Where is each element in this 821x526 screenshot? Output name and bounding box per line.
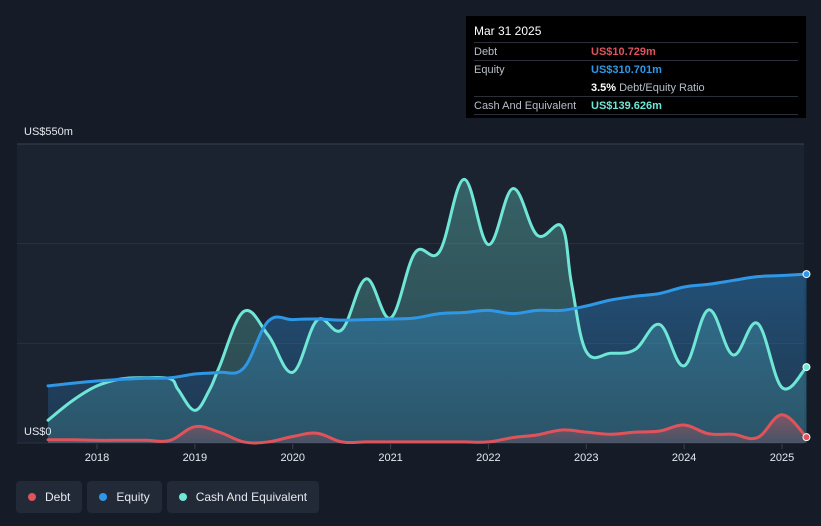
- tooltip-value-ratio: 3.5%: [591, 81, 617, 94]
- x-tick-label: 2021: [378, 452, 402, 464]
- x-axis: 2018 2019 2020 2021 2022 2023 2024 2025: [85, 444, 794, 464]
- legend-item-debt[interactable]: Debt: [16, 481, 83, 513]
- tooltip-label: Debt: [474, 45, 498, 58]
- equity-dot-icon: [99, 493, 108, 501]
- legend-label: Debt: [45, 490, 71, 504]
- tooltip-row-cash: Cash And Equivalent US$139.626m: [474, 96, 798, 115]
- debt-line: [46, 413, 808, 445]
- debt-dot-icon: [28, 493, 36, 501]
- tooltip-value-equity: US$310.701m: [591, 63, 662, 76]
- series-areas: [48, 179, 807, 443]
- x-tick-label: 2023: [574, 452, 598, 464]
- y-axis-bottom-label: US$0: [24, 426, 52, 438]
- debt-area: [48, 414, 807, 443]
- equity-line: [46, 272, 808, 388]
- series-endpoints: [802, 270, 811, 442]
- tooltip-panel: Mar 31 2025 Debt US$10.729m Equity US$31…: [466, 16, 806, 118]
- equity-endpoint: [802, 270, 811, 279]
- tooltip-row-ratio: 3.5% Debt/Equity Ratio: [474, 78, 798, 96]
- tooltip-label: Equity: [474, 63, 505, 76]
- tooltip-date: Mar 31 2025: [474, 24, 542, 38]
- legend-item-equity[interactable]: Equity: [87, 481, 162, 513]
- cash-endpoint: [802, 363, 811, 372]
- tooltip-row-debt: Debt US$10.729m: [474, 42, 798, 60]
- legend: Debt Equity Cash And Equivalent: [16, 481, 320, 513]
- x-tick-label: 2020: [280, 452, 304, 464]
- tooltip-ratio-suffix: Debt/Equity Ratio: [619, 81, 705, 94]
- series-lines: [46, 177, 808, 445]
- legend-item-cash[interactable]: Cash And Equivalent: [166, 481, 320, 513]
- y-axis-top-label: US$550m: [24, 126, 73, 138]
- chart-area: US$550m US$0 2018 2019 2020 2021 2022 2023 202…: [17, 126, 811, 464]
- legend-label: Equity: [116, 490, 150, 504]
- tooltip-label: Cash And Equivalent: [474, 99, 577, 112]
- cash-line: [46, 177, 808, 422]
- tooltip-value-cash: US$139.626m: [591, 99, 662, 112]
- x-tick-label: 2019: [183, 452, 207, 464]
- equity-area: [48, 274, 807, 443]
- tooltip-row-equity: Equity US$310.701m: [474, 60, 798, 78]
- x-tick-label: 2022: [476, 452, 500, 464]
- cash-dot-icon: [178, 493, 187, 501]
- tooltip-value-debt: US$10.729m: [591, 45, 656, 58]
- debt-endpoint: [802, 433, 811, 442]
- x-tick-label: 2024: [672, 452, 696, 464]
- x-tick-label: 2025: [770, 452, 794, 464]
- legend-label: Cash And Equivalent: [195, 490, 308, 504]
- x-tick-label: 2018: [85, 452, 109, 464]
